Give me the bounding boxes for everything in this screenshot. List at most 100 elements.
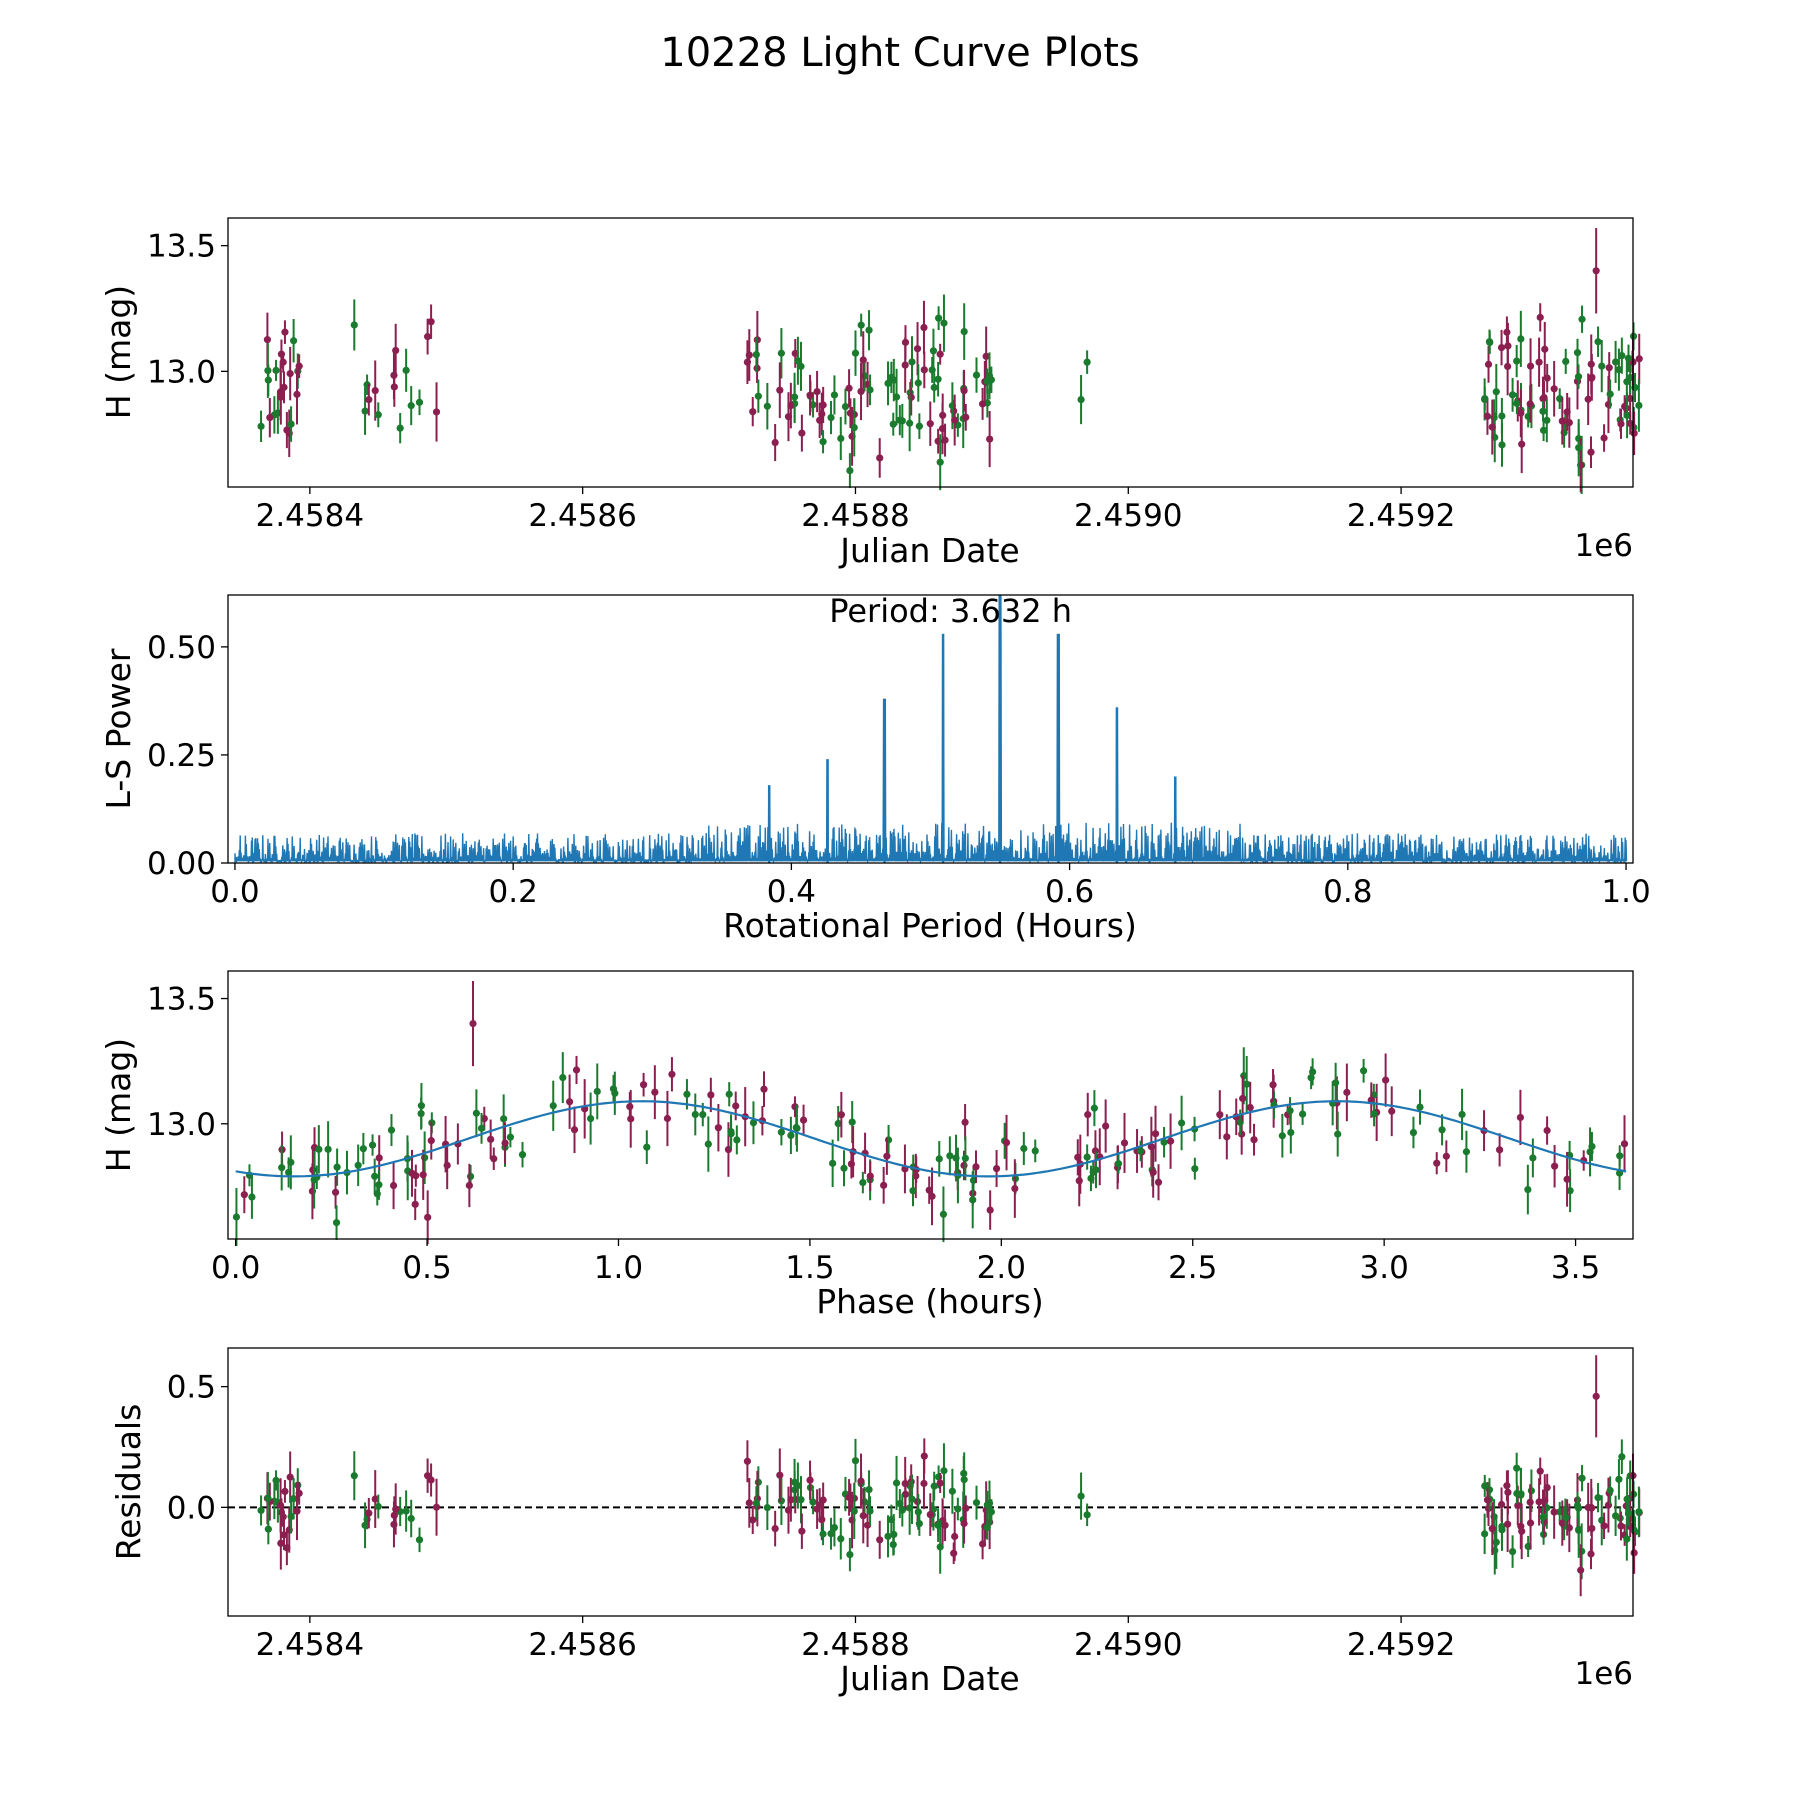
data-point: [978, 1540, 987, 1548]
data-point: [1541, 345, 1549, 353]
data-point: [1492, 388, 1500, 396]
data-point: [1606, 1486, 1614, 1494]
data-point: [1592, 267, 1600, 275]
x-tick-label: 2.0: [977, 1250, 1026, 1286]
data-point: [1618, 1453, 1626, 1461]
panel-residuals-xlabel: Julian Date: [838, 1659, 1020, 1698]
data-point: [1239, 1094, 1247, 1103]
data-point: [375, 1154, 383, 1162]
data-point: [683, 1090, 691, 1098]
data-point: [857, 387, 865, 396]
data-point: [1083, 1511, 1091, 1519]
panel-periodogram-xlabel: Rotational Period (Hours): [723, 906, 1137, 945]
panel-lightcurve-points: [257, 228, 1643, 494]
data-point: [928, 366, 936, 374]
data-point: [293, 390, 301, 398]
data-point: [1624, 354, 1633, 362]
data-point: [940, 1467, 948, 1475]
data-point: [866, 386, 874, 394]
x-tick-label: 2.4592: [1347, 1627, 1455, 1663]
data-point: [819, 1530, 827, 1538]
panel-residuals-ylabel: Residuals: [109, 1404, 148, 1561]
data-point: [407, 402, 415, 410]
data-point: [1223, 1133, 1231, 1141]
data-point: [848, 1118, 856, 1126]
data-point: [978, 400, 987, 408]
data-point: [749, 1119, 758, 1127]
data-point: [865, 326, 873, 334]
data-point: [365, 396, 373, 404]
data-point: [593, 1087, 601, 1096]
data-point: [827, 413, 835, 422]
data-point: [1240, 1072, 1248, 1080]
data-point: [415, 1536, 424, 1544]
data-point: [1498, 412, 1506, 420]
data-point: [264, 1494, 272, 1502]
data-point: [1562, 1513, 1570, 1522]
data-point: [954, 1505, 962, 1513]
periodogram-line: [234, 594, 1628, 865]
data-point: [819, 401, 827, 409]
data-point: [771, 1524, 779, 1533]
y-tick-label: 13.0: [147, 1107, 216, 1143]
data-point: [983, 377, 991, 385]
data-point: [1359, 1067, 1368, 1075]
data-point: [1526, 1519, 1535, 1527]
data-point: [1287, 1128, 1295, 1137]
data-point: [876, 1536, 884, 1544]
data-point: [500, 1115, 508, 1123]
data-point: [912, 1172, 920, 1180]
data-point: [787, 1131, 795, 1139]
data-point: [1370, 1110, 1378, 1118]
data-point: [472, 1109, 480, 1117]
data-point: [1166, 1137, 1175, 1145]
data-point: [972, 1499, 981, 1507]
data-point: [1577, 1566, 1585, 1574]
data-point: [432, 408, 441, 416]
data-point: [287, 1158, 295, 1166]
data-point: [1529, 1154, 1537, 1162]
panel-phase-xlabel: Phase (hours): [816, 1282, 1044, 1321]
data-point: [1488, 1525, 1496, 1533]
data-point: [281, 1487, 289, 1496]
data-point: [1618, 352, 1626, 360]
data-point: [374, 1502, 382, 1511]
data-point: [972, 371, 981, 379]
data-point: [992, 1164, 1001, 1173]
data-point: [1481, 394, 1489, 403]
data-point: [286, 370, 294, 378]
data-point: [1498, 1526, 1506, 1534]
data-point: [389, 1181, 398, 1190]
data-point: [892, 1479, 901, 1487]
data-point: [1562, 357, 1570, 365]
data-point: [850, 423, 858, 432]
data-point: [424, 1213, 432, 1221]
data-point: [1584, 395, 1592, 403]
data-point: [846, 466, 854, 475]
data-point: [1606, 390, 1614, 398]
data-point: [1492, 1538, 1500, 1546]
data-point: [1343, 1088, 1351, 1096]
data-point: [1630, 429, 1638, 437]
data-point: [1518, 440, 1526, 448]
data-point: [1526, 362, 1535, 370]
data-point: [1550, 385, 1558, 393]
data-point: [490, 1155, 498, 1163]
data-point: [787, 1496, 795, 1504]
figure-title: 10228 Light Curve Plots: [660, 30, 1139, 76]
data-point: [487, 1135, 495, 1143]
data-point: [982, 352, 990, 360]
panel-residuals: 2.4584 2.4586 2.4588 2.4590 2.4592 0.0 0.5 Ju…: [109, 1347, 1643, 1698]
data-point: [1462, 1148, 1471, 1156]
data-point: [837, 1111, 845, 1119]
data-point: [857, 1477, 865, 1485]
panel-residuals-yticks: 0.0 0.5: [167, 1370, 228, 1526]
panel-periodogram-frame: [227, 594, 1634, 864]
data-point: [266, 414, 274, 422]
data-point: [743, 1457, 752, 1465]
data-point: [1483, 1496, 1492, 1504]
x-tick-label: 0.6: [1045, 874, 1094, 910]
data-point: [753, 336, 761, 344]
data-point: [1388, 1107, 1396, 1115]
data-point: [1416, 1103, 1424, 1111]
